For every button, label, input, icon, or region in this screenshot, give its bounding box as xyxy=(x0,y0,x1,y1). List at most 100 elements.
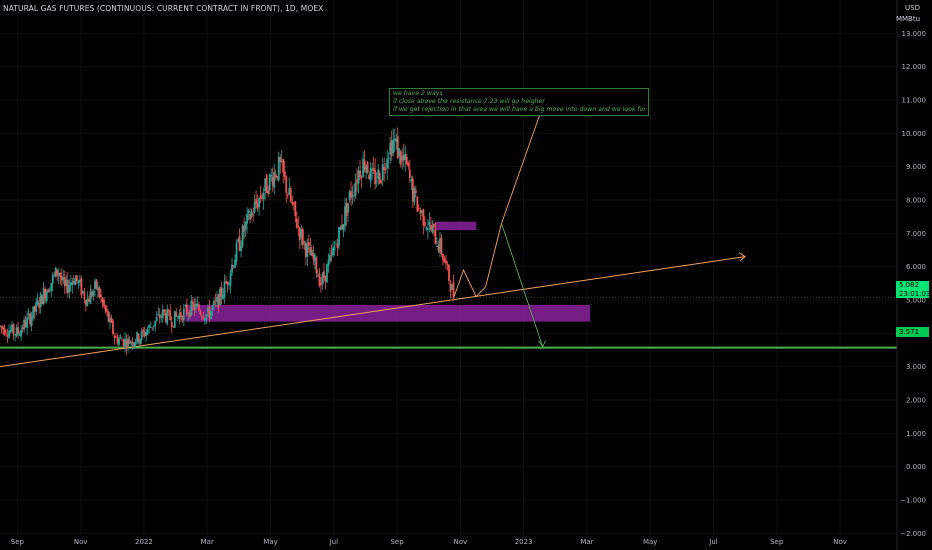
candle-body xyxy=(261,197,264,200)
x-tick-label: 2022 xyxy=(135,538,153,546)
candle-body xyxy=(256,203,259,209)
candle-body xyxy=(344,206,346,226)
candle-body xyxy=(268,174,271,191)
candle-body xyxy=(273,171,276,188)
candle-body xyxy=(9,329,12,332)
candle-body xyxy=(196,304,199,307)
candles-layer xyxy=(0,127,455,355)
candle-body xyxy=(304,242,307,257)
candle-body xyxy=(300,229,303,238)
candle-body xyxy=(100,295,102,298)
support-zone xyxy=(185,305,591,322)
candle-body xyxy=(369,168,372,182)
candle-body xyxy=(241,225,244,247)
candle-body xyxy=(155,316,158,322)
candle-body xyxy=(336,244,339,248)
candle-body xyxy=(219,288,221,306)
candle-body xyxy=(214,300,217,302)
candle-body xyxy=(330,252,333,254)
candle-body xyxy=(423,222,426,227)
candle-body xyxy=(6,335,9,337)
candle-body xyxy=(381,164,384,181)
candle-body xyxy=(190,300,193,316)
candle-body xyxy=(83,291,86,300)
candle-body xyxy=(17,327,19,334)
candle-body xyxy=(348,191,351,201)
candle-body xyxy=(318,273,321,286)
candle-body xyxy=(53,273,56,275)
candle-body xyxy=(68,285,71,293)
candle-body xyxy=(220,287,223,297)
candle-body xyxy=(232,265,235,268)
candle-body xyxy=(390,140,393,156)
candle-body xyxy=(392,139,395,154)
candle-body xyxy=(18,334,21,336)
candle-body xyxy=(291,201,294,205)
unit-label: MMBtu xyxy=(895,15,920,23)
candle-body xyxy=(445,260,447,264)
candle-body xyxy=(267,190,270,194)
y-tick-label: 7.000 xyxy=(906,230,926,238)
candle-body xyxy=(298,227,301,240)
candle-body xyxy=(313,255,316,262)
candle-body xyxy=(130,342,132,344)
y-tick-label: 3.000 xyxy=(906,363,926,371)
candle-body xyxy=(169,310,172,321)
x-tick-label: Sep xyxy=(390,538,404,546)
candle-body xyxy=(199,311,202,315)
candle-body xyxy=(86,298,89,306)
candle-body xyxy=(26,317,29,328)
candle-body xyxy=(77,281,80,283)
candle-body xyxy=(15,327,18,336)
candle-body xyxy=(433,223,435,228)
candle-body xyxy=(326,264,328,283)
candle-body xyxy=(366,162,369,173)
candle-body xyxy=(112,320,114,334)
candle-body xyxy=(146,329,149,334)
candle-body xyxy=(154,320,157,327)
candle-body xyxy=(417,208,420,210)
candle-body xyxy=(353,192,355,194)
candle-body xyxy=(375,180,378,182)
candle-body xyxy=(414,190,417,194)
candle-body xyxy=(181,316,184,321)
candle-body xyxy=(45,291,48,302)
candle-body xyxy=(405,156,408,165)
scenario-down-arrowhead xyxy=(538,340,547,348)
annotation-note[interactable]: we have 2 ways if close above the resist… xyxy=(389,88,649,116)
candle-body xyxy=(208,306,211,318)
candle-body xyxy=(357,170,360,184)
candle-body xyxy=(172,325,175,327)
candle-body xyxy=(359,170,361,178)
candle-body xyxy=(191,301,194,305)
candle-body xyxy=(309,247,312,256)
x-tick-label: Sep xyxy=(770,538,784,546)
candle-body xyxy=(97,286,99,291)
candle-body xyxy=(152,325,155,327)
candle-body xyxy=(286,194,289,196)
candle-body xyxy=(265,174,268,194)
x-tick-label: Jul xyxy=(708,538,718,546)
candle-body xyxy=(396,136,399,159)
candle-body xyxy=(342,224,345,231)
candle-body xyxy=(240,245,242,252)
candle-body xyxy=(29,313,32,325)
candle-body xyxy=(41,295,44,305)
candle-body xyxy=(252,214,255,216)
candle-body xyxy=(295,218,298,228)
candle-body xyxy=(113,336,116,338)
support-price-tag: 3.571 xyxy=(896,327,929,337)
candle-body xyxy=(47,289,50,293)
candle-body xyxy=(48,290,51,292)
candle-body xyxy=(3,328,6,335)
candle-body xyxy=(285,176,288,193)
candle-body xyxy=(89,291,92,304)
candle-body xyxy=(143,331,146,337)
candle-body xyxy=(310,250,313,256)
candle-body xyxy=(404,154,407,161)
candle-body xyxy=(72,280,75,284)
candle-body xyxy=(332,248,334,256)
scenario-down-path xyxy=(501,223,544,347)
candle-body xyxy=(264,178,267,192)
